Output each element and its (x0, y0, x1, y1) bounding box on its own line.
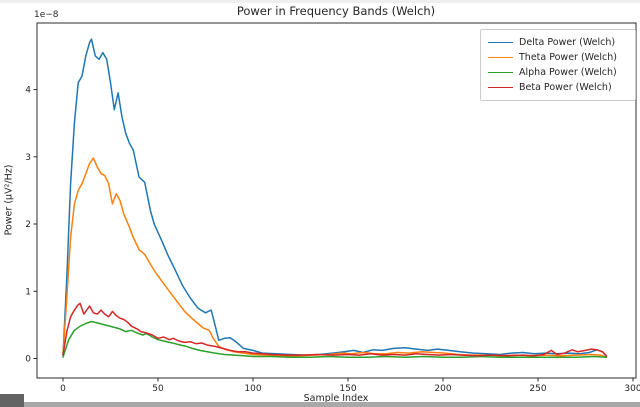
legend-item-delta: Delta Power (Welch) (488, 35, 628, 49)
y-tick-label: 1 (25, 287, 31, 297)
y-tick-label: 0 (25, 355, 31, 365)
series-line-delta (62, 38, 608, 358)
x-tick-label: 300 (624, 384, 640, 394)
legend-label-alpha: Alpha Power (Welch) (519, 67, 617, 79)
legend-item-beta: Beta Power (Welch) (488, 81, 628, 95)
y-tick-label: 2 (25, 220, 31, 230)
x-axis-label: Sample Index (303, 393, 369, 404)
y-tick-label: 4 (25, 86, 31, 96)
x-tick-label: 100 (244, 384, 261, 394)
window-bottom-corner (0, 394, 24, 407)
y-axis-label: Power (μV²/Hz) (3, 164, 15, 236)
x-tick-label: 250 (529, 384, 546, 394)
x-tick-label: 0 (60, 384, 66, 394)
legend-line-swatch-alpha (488, 72, 513, 74)
x-tick-label: 200 (434, 384, 451, 394)
legend-line-swatch-beta (488, 87, 513, 89)
series-line-beta (62, 302, 608, 357)
axes-frame (36, 22, 637, 379)
window-top-edge (0, 0, 640, 3)
x-tick-label: 150 (339, 384, 356, 394)
window-bottom-edge (0, 402, 640, 407)
y-axis-offset-text: 1e−8 (34, 10, 59, 20)
legend-label-theta: Theta Power (Welch) (519, 51, 617, 63)
chart-title: Power in Frequency Bands (Welch) (236, 4, 436, 18)
x-tick-label: 50 (152, 384, 164, 394)
y-tick-label: 3 (25, 153, 31, 163)
legend-line-swatch-theta (488, 56, 513, 58)
legend-item-alpha: Alpha Power (Welch) (488, 66, 628, 80)
legend-label-beta: Beta Power (Welch) (519, 82, 612, 94)
legend-line-swatch-delta (488, 41, 513, 43)
legend-label-delta: Delta Power (Welch) (519, 36, 616, 48)
legend: Delta Power (Welch) Theta Power (Welch) Al… (480, 29, 636, 101)
series-line-alpha (62, 320, 608, 358)
series-line-theta (62, 157, 608, 358)
legend-item-theta: Theta Power (Welch) (488, 50, 628, 64)
